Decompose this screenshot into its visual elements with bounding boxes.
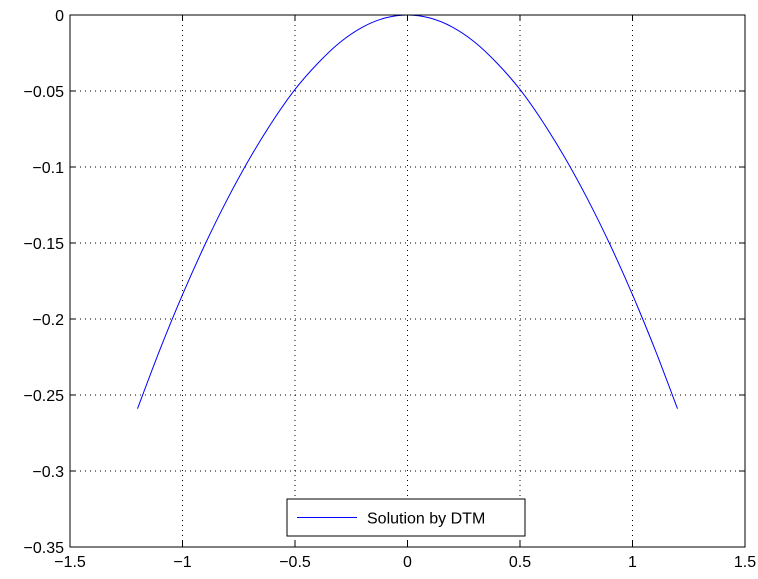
y-tick-label: −0.05: [24, 84, 65, 101]
x-tick-label: −1.5: [54, 554, 86, 571]
y-tick-label: −0.2: [32, 312, 64, 329]
y-tick-label: −0.15: [24, 236, 65, 253]
grid: [70, 15, 745, 547]
y-tick-label: −0.1: [32, 160, 64, 177]
legend-label: Solution by DTM: [367, 511, 485, 528]
x-tick-label: 1: [628, 554, 637, 571]
ticks: −1.5 −1 −0.5 0 0.5 1 1.5 0 −0.05 −0.1 −0.15 −0.2 −0.…: [24, 8, 757, 571]
y-tick-label: −0.25: [24, 388, 65, 405]
x-tick-label: −0.5: [279, 554, 311, 571]
legend: Solution by DTM: [286, 498, 526, 537]
y-tick-label: 0: [55, 8, 64, 25]
x-tick-label: 0: [403, 554, 412, 571]
y-tick-label: −0.3: [32, 464, 64, 481]
x-tick-label: 1.5: [734, 554, 756, 571]
x-tick-label: −1: [173, 554, 191, 571]
x-tick-label: 0.5: [509, 554, 531, 571]
y-tick-label: −0.35: [24, 540, 65, 557]
